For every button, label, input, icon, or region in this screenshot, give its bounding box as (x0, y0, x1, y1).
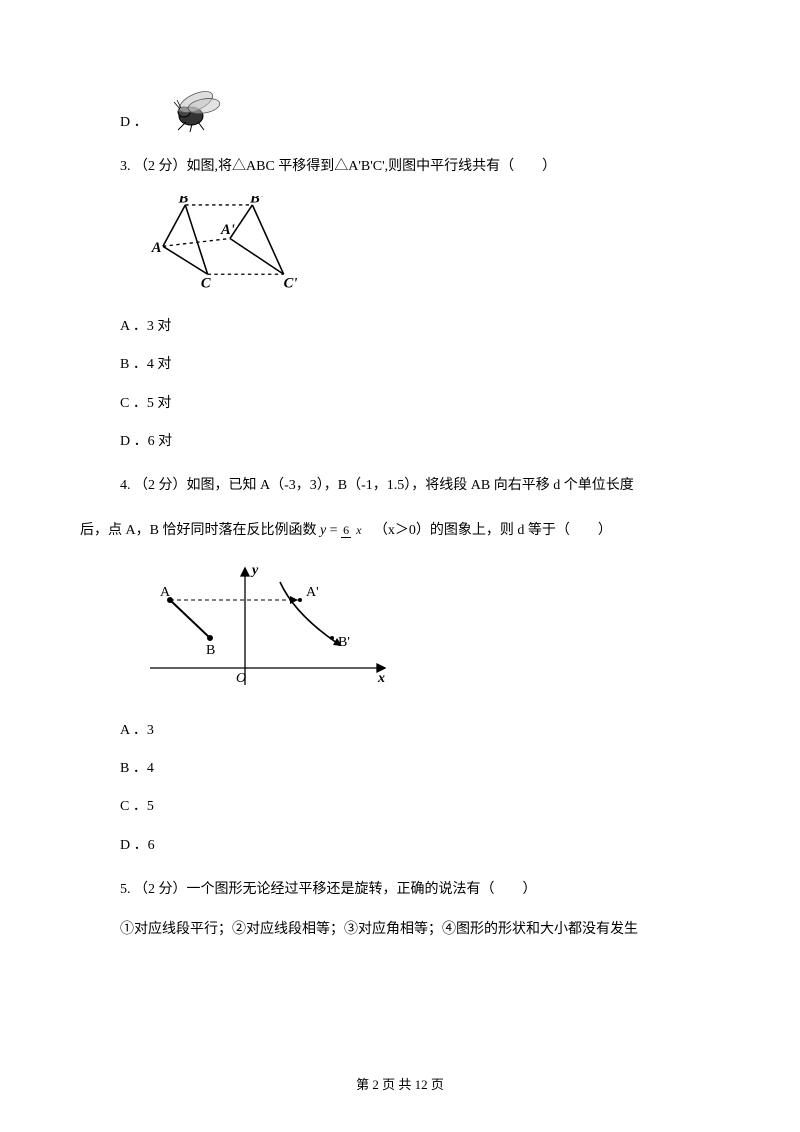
q5-text: 5. （2 分）一个图形无论经过平移还是旋转，正确的说法有（ ） (120, 879, 720, 901)
q3-diagram: A B C A' B' C' (140, 196, 720, 299)
q3-option-d: D ．6 对 (120, 431, 720, 453)
svg-text:O: O (236, 671, 246, 686)
q2-option-d: D ． (120, 74, 720, 134)
q4-option-a: A ．3 (120, 720, 720, 742)
q3-option-a: A ．3 对 (120, 316, 720, 338)
q4-formula-y: y (320, 523, 326, 538)
page-footer: 第 2 页 共 12 页 (0, 1075, 800, 1096)
svg-text:A: A (151, 240, 162, 256)
svg-text:B': B' (338, 635, 350, 650)
q4-text-line1: 4. （2 分）如图，已知 A（-3，3），B（-1，1.5），将线段 AB 向… (120, 475, 720, 497)
svg-text:A': A' (306, 585, 319, 600)
q3-text: 3. （2 分）如图,将△ABC 平移得到△A'B'C',则图中平行线共有（ ） (120, 156, 720, 178)
q4-formula-eq: = (330, 523, 338, 538)
svg-text:A': A' (220, 222, 235, 238)
svg-text:C: C (201, 276, 211, 291)
svg-text:x: x (377, 671, 385, 686)
q4-text-line2: 后，点 A，B 恰好同时落在反比例函数 y = 6 x （x＞0）的图象上，则 … (80, 520, 720, 542)
svg-text:A: A (160, 585, 171, 600)
q3-option-c: C ．5 对 (120, 393, 720, 415)
q4-option-d: D ．6 (120, 835, 720, 857)
svg-text:B': B' (249, 196, 264, 207)
q4-option-b: B ．4 (120, 758, 720, 780)
svg-text:B: B (206, 643, 215, 658)
svg-text:C': C' (284, 276, 298, 291)
q3-option-b: B ．4 对 (120, 354, 720, 376)
q5-continuation: ①对应线段平行；②对应线段相等；③对应角相等；④图形的形状和大小都没有发生 (120, 919, 720, 941)
q4-fraction: 6 x (341, 524, 363, 537)
q4-option-c: C ．5 (120, 796, 720, 818)
fly-icon (156, 74, 226, 134)
frac-den: x (354, 523, 363, 537)
frac-num: 6 (341, 523, 351, 538)
svg-text:B: B (178, 196, 189, 207)
option-d-label: D ． (120, 112, 148, 134)
svg-text:y: y (250, 563, 259, 578)
q4-line2-suffix: （x＞0）的图象上，则 d 等于（ ） (367, 523, 612, 538)
q4-line2-prefix: 后，点 A，B 恰好同时落在反比例函数 (80, 523, 320, 538)
q4-diagram: A B A' B' O x y (140, 560, 720, 703)
